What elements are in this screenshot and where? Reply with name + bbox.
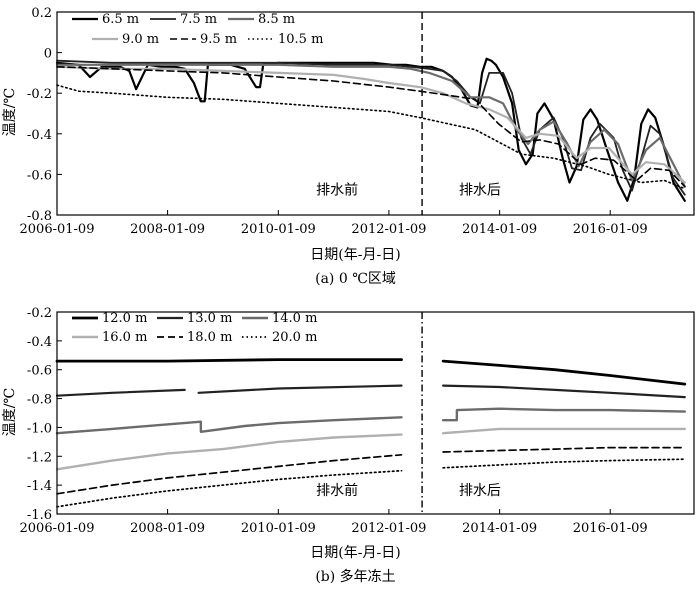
series-line-12-0mm (55, 358, 687, 386)
legend-label: 9.0 m (122, 32, 159, 47)
legend-label: 7.5 m (180, 12, 217, 27)
y-tick-label: 0.2 (31, 6, 52, 21)
legend-label: 18.0 m (187, 330, 232, 345)
x-tick-label: 2008-01-09 (130, 521, 205, 536)
legend: 12.0 m 13.0 m 14.0 m 16.0 m 18.0 m 20.0 m (72, 311, 317, 345)
y-tick-label: -1.6 (27, 508, 52, 523)
legend: 6.5 m 7.5 m 8.5 m 9.0 m 9.5 m 10.5 m (72, 12, 323, 47)
y-tick-label: -1.0 (27, 421, 52, 436)
panel-b: -0.2 -0.4 -0.6 -0.8 -1.0 -1.2 -1.4 -1.62006-01-… (2, 306, 695, 585)
legend-label: 16.0 m (102, 330, 147, 345)
y-axis-label: 温度/℃ (2, 88, 18, 136)
x-tick-label: 2010-01-09 (241, 222, 316, 237)
y-tick-label: -0.2 (27, 87, 52, 102)
y-tick-label: -0.8 (27, 209, 52, 224)
x-axis-label: 日期(年-月-日) (310, 247, 400, 263)
series-line-14-0mm (55, 407, 686, 435)
series-line-7-5mm (56, 59, 686, 196)
legend-label: 6.5 m (102, 12, 139, 27)
y-tick-label: -1.4 (27, 479, 52, 494)
x-tick-label: 2008-01-09 (130, 222, 205, 237)
legend-label: 14.0 m (272, 311, 317, 326)
series-group (55, 358, 687, 508)
series-line-20-0mm (56, 458, 686, 508)
series-line-9-0mm (55, 65, 686, 184)
x-tick-label: 2012-01-09 (351, 521, 426, 536)
y-tick-label: -0.2 (27, 306, 52, 321)
axis-ticks: -0.2 -0.4 -0.6 -0.8 -1.0 -1.2 -1.4 -1.62006-01-… (20, 306, 648, 536)
y-tick-label: -0.4 (27, 335, 52, 350)
series-line-16-0mm (55, 427, 686, 471)
x-tick-label: 2016-01-09 (573, 222, 648, 237)
y-tick-label: -0.8 (27, 393, 52, 408)
y-tick-label: -0.6 (27, 364, 52, 379)
legend-label: 20.0 m (272, 330, 317, 345)
x-tick-label: 2006-01-09 (20, 222, 95, 237)
series-line-10-5mm (56, 84, 686, 190)
y-tick-label: 0 (44, 47, 52, 62)
legend-label: 13.0 m (187, 311, 232, 326)
annotations: 排水前 排水后 (316, 482, 501, 499)
y-tick-label: -1.2 (27, 450, 52, 465)
x-tick-label: 2014-01-09 (462, 222, 537, 237)
legend-label: 8.5 m (258, 12, 295, 27)
y-axis-label: 温度/℃ (2, 388, 18, 436)
x-tick-label: 2010-01-09 (241, 521, 316, 536)
annotation-label: 排水后 (459, 183, 501, 199)
legend-label: 9.5 m (200, 32, 237, 47)
x-tick-label: 2014-01-09 (462, 521, 537, 536)
legend-label: 12.0 m (102, 311, 147, 326)
annotation-label: 排水前 (316, 182, 358, 199)
annotation-label: 排水后 (459, 483, 501, 499)
series-line-13-0mm (55, 384, 686, 399)
legend-label: 10.5 m (278, 32, 323, 47)
y-tick-label: -0.4 (27, 128, 52, 143)
x-axis-label: 日期(年-月-日) (310, 545, 400, 561)
x-tick-label: 2012-01-09 (351, 222, 426, 237)
plot-frame (56, 11, 695, 216)
annotation-label: 排水前 (316, 482, 358, 499)
panel-caption: (b) 多年冻土 (315, 568, 395, 585)
x-tick-label: 2016-01-09 (573, 521, 648, 536)
series-line-18-0mm (56, 446, 686, 495)
panel-caption: (a) 0 ℃区域 (315, 271, 396, 287)
y-tick-label: -0.6 (27, 168, 52, 183)
series-line-9-5mm (56, 66, 686, 188)
x-tick-label: 2006-01-09 (20, 521, 95, 536)
series-group (55, 57, 686, 202)
annotations: 排水前 排水后 (316, 182, 501, 199)
plot-frame (56, 311, 695, 515)
